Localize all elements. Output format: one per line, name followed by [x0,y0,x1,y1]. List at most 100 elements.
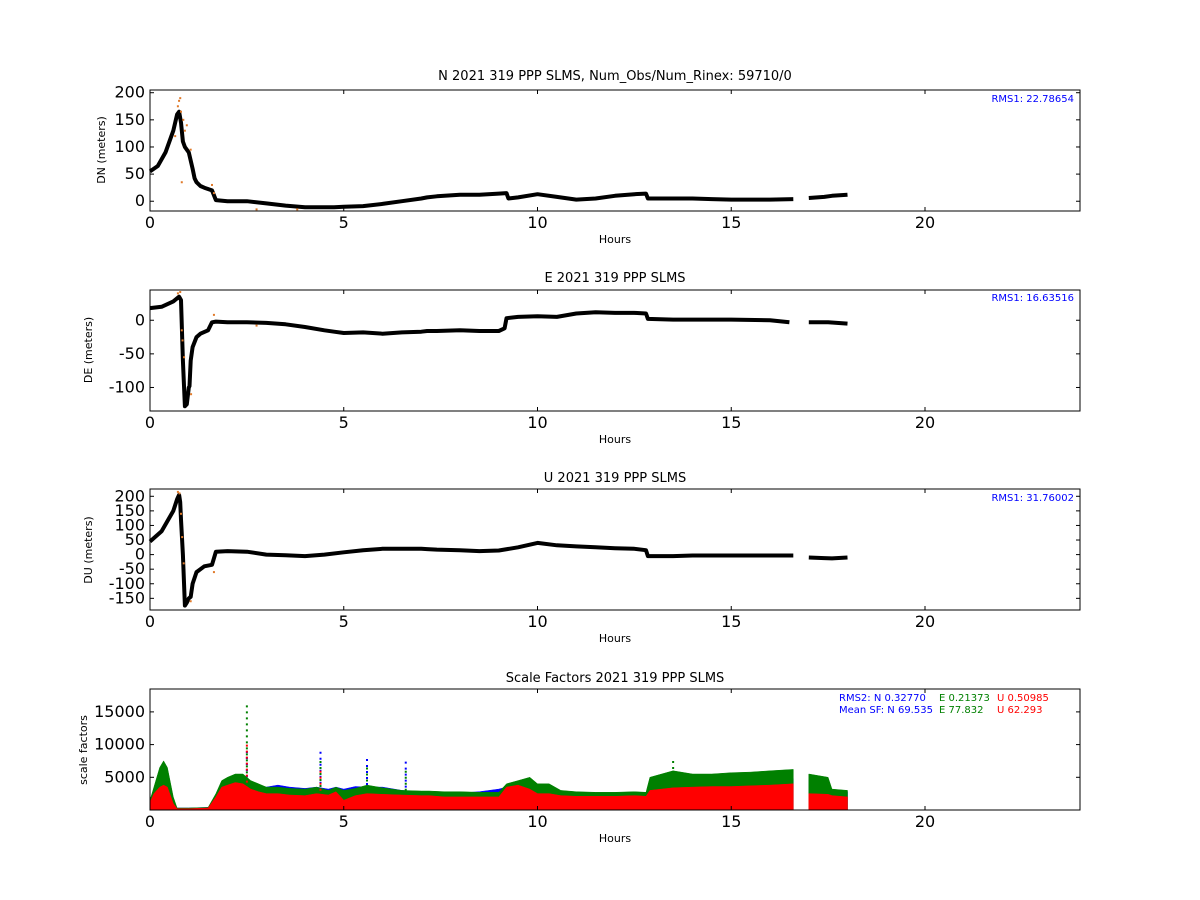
panel-scale-factors: Scale Factors 2021 319 PPP SLMS Hours sc… [77,671,1081,845]
scale-xtick-label: 20 [915,812,935,831]
panel-up-xlabel: Hours [599,632,631,645]
north-outlier-point [189,148,192,151]
east-outlier-point [181,339,184,342]
north-outlier-point [179,97,182,100]
mean-sf-u-label: U 62.293 [997,705,1043,716]
up-ytick-label: 200 [114,486,145,505]
north-outlier-point [180,110,182,113]
east-xtick-label: 10 [527,413,547,432]
panel-north-rms-label: RMS1: 22.78654 [991,94,1074,105]
north-outlier-point [180,181,183,184]
panel-scale-plot: 0 5 10 15 20 5000 10000 15000 [94,688,1081,831]
up-outlier-point [180,512,182,515]
panel-east: E 2021 319 PPP SLMS Hours DE (meters) 0 5… [82,271,1081,446]
east-xtick-label: 15 [721,413,741,432]
east-ytick-label: -50 [119,344,145,363]
mean-sf-e-label: E 77.832 [939,705,984,716]
up-outlier-point [189,600,192,603]
mean-sf-n-label: Mean SF: N 69.535 [839,705,933,716]
east-frame [149,289,1081,412]
up-xtick-label: 5 [339,612,349,631]
east-outlier-point [190,393,193,396]
up-xtick-label: 15 [721,612,741,631]
scale-ytick-label: 15000 [94,702,145,721]
up-frame [149,488,1081,611]
panel-north-xlabel: Hours [599,233,631,246]
north-ytick-label: 50 [125,164,145,183]
north-outlier-point [296,208,299,211]
east-outlier-point [180,329,183,332]
east-outlier-point [212,313,215,316]
panel-east-ylabel: DE (meters) [82,317,95,383]
scale-xtick-label: 10 [527,812,547,831]
panel-scale-ylabel: scale factors [77,715,90,785]
scale-xtick-label: 15 [721,812,741,831]
scale-ytick-label: 10000 [94,735,145,754]
north-outlier-point [211,183,213,186]
up-ytick-label: -150 [109,588,145,607]
panel-scale-title: Scale Factors 2021 319 PPP SLMS [506,671,725,686]
east-outlier-point [179,291,182,294]
north-outlier-point [182,118,185,121]
north-outlier-point [255,208,258,211]
north-outlier-point [178,99,181,102]
up-outlier-point [178,492,181,495]
north-outlier-point [176,105,179,108]
panel-scale-xlabel: Hours [599,832,631,845]
east-outlier-point [255,324,258,327]
panel-east-plot: 0 5 10 15 20 -100 -50 0 [109,289,1081,432]
rms2-u-label: U 0.50985 [997,693,1049,704]
rms2-n-label: RMS2: N 0.32770 [839,693,926,704]
panel-east-xlabel: Hours [599,433,631,446]
east-ytick-label: -100 [109,377,145,396]
up-xtick-label: 20 [915,612,935,631]
panel-east-rms-label: RMS1: 16.63516 [991,293,1074,304]
panel-up-rms-label: RMS1: 31.76002 [991,493,1074,504]
north-xtick-label: 20 [915,213,935,232]
east-xtick-label: 0 [145,413,155,432]
up-ytick-label: 0 [135,545,145,564]
up-ytick-label: 50 [125,530,145,549]
east-xtick-label: 20 [915,413,935,432]
north-outlier-point [174,135,177,138]
east-ytick-label: 0 [135,310,145,329]
up-outlier-point [181,536,184,539]
north-ytick-label: 100 [114,137,145,156]
up-ytick-label: -50 [119,559,145,578]
east-position-series [149,294,848,409]
scale-ytick-label: 5000 [104,767,145,786]
north-outlier-point [212,192,215,195]
east-xtick-label: 5 [339,413,349,432]
scale-xtick-label: 5 [339,812,349,831]
up-position-series [148,492,848,608]
panel-north: N 2021 319 PPP SLMS, Num_Obs/Num_Rinex: … [95,69,1081,246]
rms2-e-label: E 0.21373 [939,693,990,704]
up-outlier-point [176,490,179,493]
north-position-series [148,109,848,210]
up-outlier-point [212,571,215,574]
north-outlier-point [183,129,186,132]
north-xtick-label: 15 [721,213,741,232]
panel-north-ylabel: DN (meters) [95,116,108,184]
panel-east-title: E 2021 319 PPP SLMS [544,271,685,286]
east-outlier-point [176,292,179,295]
east-outlier-point [183,356,186,359]
panel-up-ylabel: DU (meters) [82,516,95,583]
up-ytick-label: 150 [114,501,145,520]
north-ytick-label: 150 [114,110,145,129]
scale-xtick-label: 0 [145,812,155,831]
panel-up-title: U 2021 319 PPP SLMS [544,471,686,486]
up-ytick-label: 100 [114,515,145,534]
north-xtick-label: 5 [339,213,349,232]
up-xtick-label: 0 [145,612,155,631]
panel-north-title: N 2021 319 PPP SLMS, Num_Obs/Num_Rinex: … [438,69,792,84]
north-xtick-label: 0 [145,213,155,232]
up-ytick-label: -100 [109,574,145,593]
north-xtick-label: 10 [527,213,547,232]
up-outlier-point [182,562,185,565]
scale-frame [149,688,1081,811]
